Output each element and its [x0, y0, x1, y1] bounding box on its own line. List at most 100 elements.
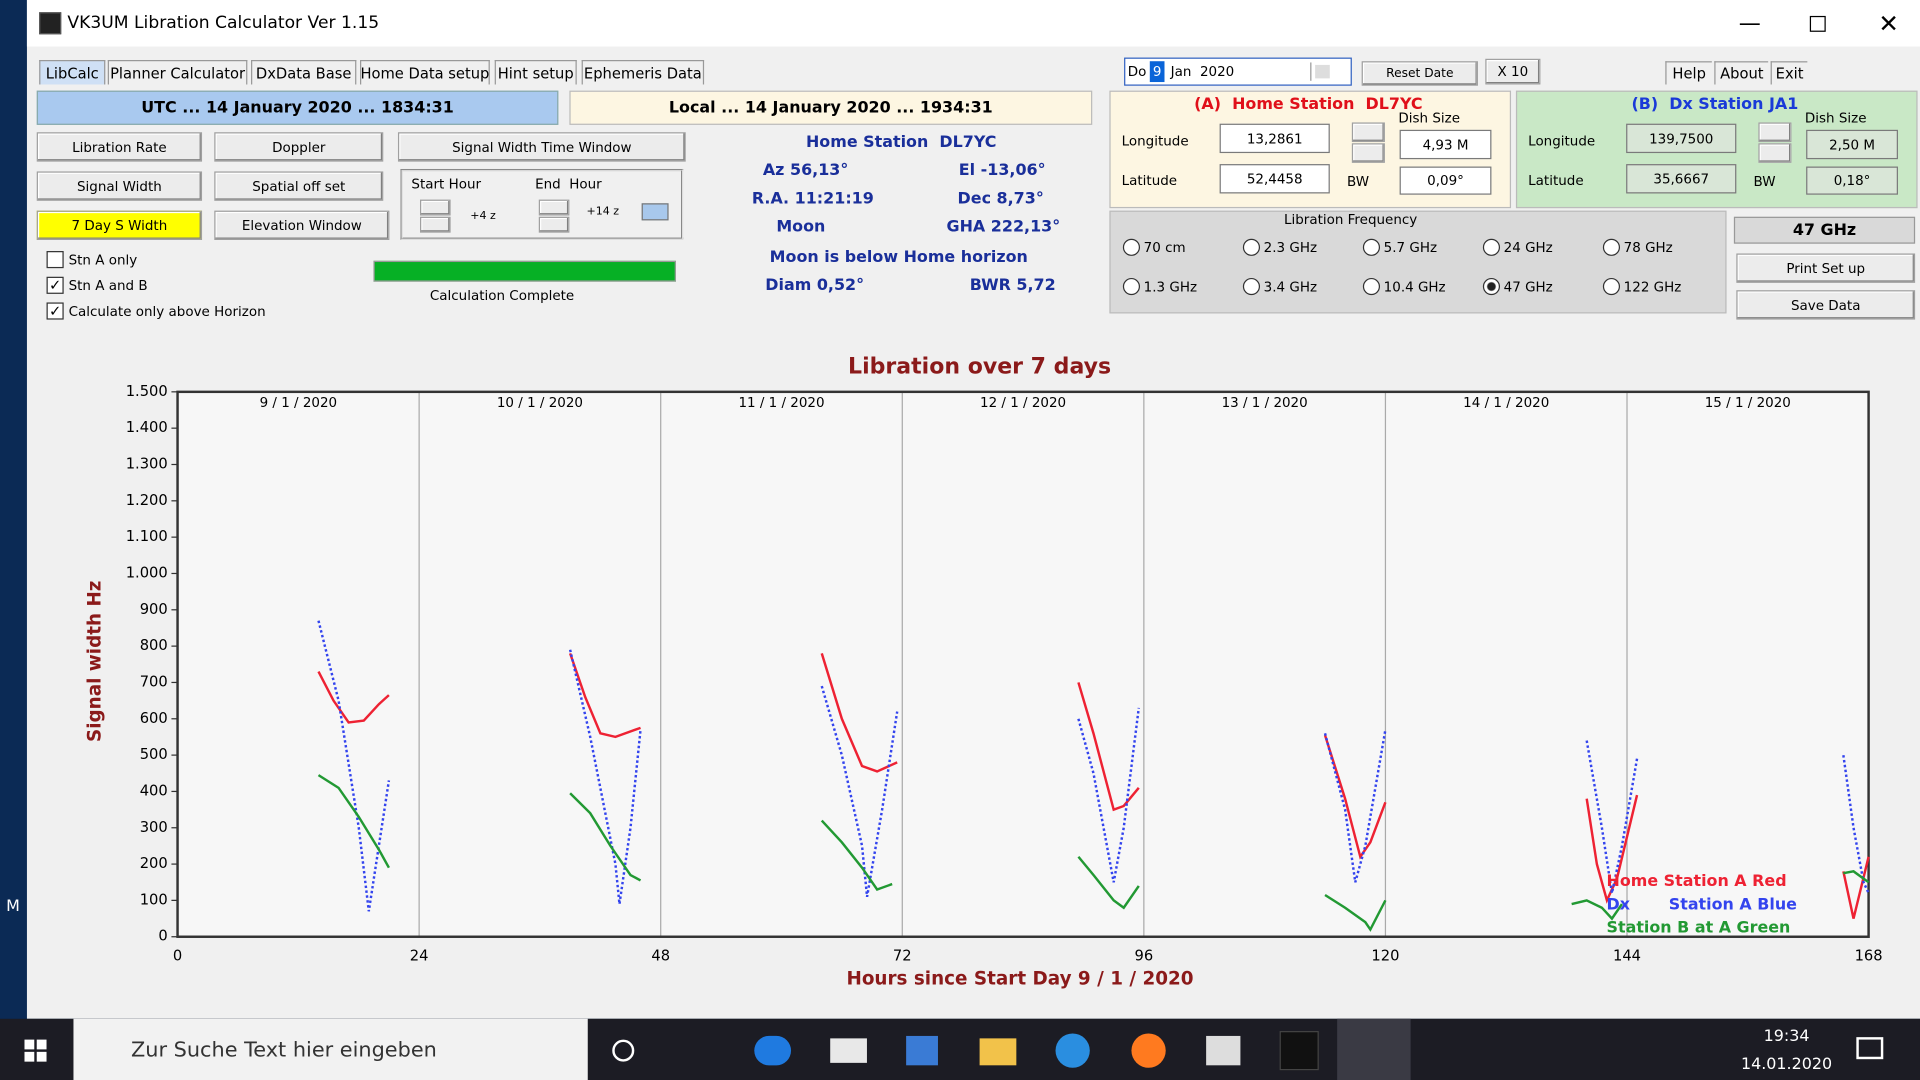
mail-icon[interactable] [830, 1038, 867, 1063]
button[interactable]: Signal Width [36, 171, 203, 201]
x-tick-label: 48 [651, 947, 670, 964]
spinner-down[interactable] [420, 216, 451, 233]
desktop-label: M [6, 896, 20, 916]
radio[interactable] [1362, 277, 1381, 296]
checkbox[interactable]: ✓ [46, 276, 64, 294]
color-swatch[interactable] [641, 203, 669, 221]
tab[interactable]: Hint setup [494, 60, 577, 85]
radio[interactable] [1602, 277, 1621, 296]
latitude-label: Latitude [1528, 172, 1584, 188]
radio[interactable] [1242, 238, 1261, 256]
notifications[interactable] [1856, 1037, 1884, 1060]
spinner-up[interactable] [538, 199, 570, 216]
y-tick-label: 700 [140, 673, 168, 690]
store-icon[interactable] [906, 1035, 938, 1066]
app-icon-2[interactable] [1055, 1033, 1090, 1068]
button[interactable]: Print Set up [1736, 253, 1916, 283]
button[interactable]: X 10 [1485, 58, 1541, 85]
search-box[interactable] [73, 1018, 588, 1080]
moon-ra: R.A. 11:21:19 [751, 189, 874, 208]
menu-item[interactable]: Exit [1770, 61, 1808, 85]
y-tick-label: 1.100 [126, 528, 168, 545]
edge-icon[interactable] [754, 1035, 792, 1066]
radio[interactable] [1242, 277, 1261, 296]
start-hour-label: Start Hour [411, 175, 482, 192]
button[interactable]: Reset Date [1361, 61, 1478, 86]
bw-value[interactable]: 0,18° [1806, 166, 1898, 195]
series-line [317, 652, 1870, 919]
x-tick-label: 168 [1855, 947, 1883, 964]
task-view[interactable] [612, 1039, 635, 1062]
moon-station: Home Station DL7YC [805, 132, 997, 152]
radio[interactable] [1482, 277, 1501, 296]
minimize-button[interactable]: — [1738, 10, 1761, 37]
radio[interactable] [1122, 238, 1141, 256]
tab[interactable]: Home Data setup [360, 60, 490, 85]
checkbox[interactable] [46, 251, 64, 269]
bw-value[interactable]: 0,09° [1399, 166, 1492, 195]
button[interactable]: Elevation Window [214, 210, 390, 241]
spinner-down[interactable] [1758, 143, 1792, 163]
day-label: 12 / 1 / 2020 [980, 396, 1066, 411]
active-app[interactable] [1337, 1018, 1411, 1080]
spinner-up[interactable] [1351, 122, 1385, 143]
tab[interactable]: Ephemeris Data [581, 60, 705, 85]
radio[interactable] [1122, 277, 1141, 296]
maximize-button[interactable] [1809, 15, 1826, 32]
tab[interactable]: LibCalc [39, 60, 106, 85]
status-text: Calculation Complete [429, 287, 575, 304]
longitude-value[interactable]: 13,2861 [1219, 123, 1330, 154]
latitude-value[interactable]: 52,4458 [1219, 164, 1330, 194]
spinner-up[interactable] [420, 199, 451, 216]
y-tick-label: 0 [158, 928, 167, 945]
button[interactable]: 7 Day S Width [36, 210, 203, 241]
radio[interactable] [1482, 238, 1501, 256]
y-tick-label: 1.200 [126, 492, 168, 509]
app-icon [39, 12, 62, 35]
checkbox[interactable]: ✓ [46, 302, 64, 320]
menu-item[interactable]: Help [1665, 61, 1712, 85]
dish-size-value[interactable]: 4,93 M [1399, 129, 1492, 160]
firefox-icon[interactable] [1131, 1033, 1166, 1068]
radio-label: 78 GHz [1623, 239, 1673, 256]
spinner-down[interactable] [1351, 143, 1385, 163]
spinner-down[interactable] [538, 216, 570, 233]
latitude-value[interactable]: 35,6667 [1626, 164, 1737, 194]
time-window-box [400, 168, 684, 241]
radio-label: 10.4 GHz [1383, 278, 1446, 295]
button[interactable]: Save Data [1736, 290, 1916, 320]
close-button[interactable]: ✕ [1878, 8, 1899, 38]
tab[interactable]: DxData Base [251, 60, 357, 85]
date-month-year: Jan 2020 [1170, 63, 1235, 80]
taskbar [0, 1018, 1920, 1080]
dish-size-label: Dish Size [1804, 109, 1867, 126]
chart-title: Libration over 7 days [848, 354, 1111, 379]
moon-moon: Moon [776, 217, 826, 236]
button[interactable]: Signal Width Time Window [397, 132, 686, 162]
y-tick-label: 1.000 [126, 564, 168, 581]
y-tick-label: 1.400 [126, 419, 168, 436]
dish-size-value[interactable]: 2,50 M [1806, 129, 1898, 160]
explorer-icon[interactable] [979, 1038, 1017, 1066]
vk3um-icon[interactable] [1279, 1031, 1319, 1071]
dish-size-label: Dish Size [1398, 109, 1460, 126]
spinner-up[interactable] [1758, 122, 1792, 143]
date-weekday: Do [1127, 63, 1147, 80]
radio-label: 3.4 GHz [1263, 278, 1318, 295]
photos-icon[interactable] [1206, 1035, 1241, 1066]
calendar-dropdown[interactable] [1310, 62, 1347, 81]
start-button[interactable] [24, 1039, 47, 1062]
radio[interactable] [1602, 238, 1621, 256]
radio-label: 47 GHz [1503, 278, 1553, 295]
tab[interactable]: Planner Calculator [107, 60, 248, 85]
radio-label: 5.7 GHz [1383, 239, 1438, 256]
button[interactable]: Spatial off set [214, 171, 384, 201]
button[interactable]: Libration Rate [36, 132, 203, 162]
menu-item[interactable]: About [1714, 61, 1769, 85]
button[interactable]: Doppler [214, 132, 384, 162]
radio[interactable] [1362, 238, 1381, 256]
moon-gha: GHA 222,13° [946, 217, 1061, 236]
longitude-value[interactable]: 139,7500 [1626, 123, 1737, 154]
search-text: Zur Suche Text hier eingeben [131, 1038, 437, 1063]
